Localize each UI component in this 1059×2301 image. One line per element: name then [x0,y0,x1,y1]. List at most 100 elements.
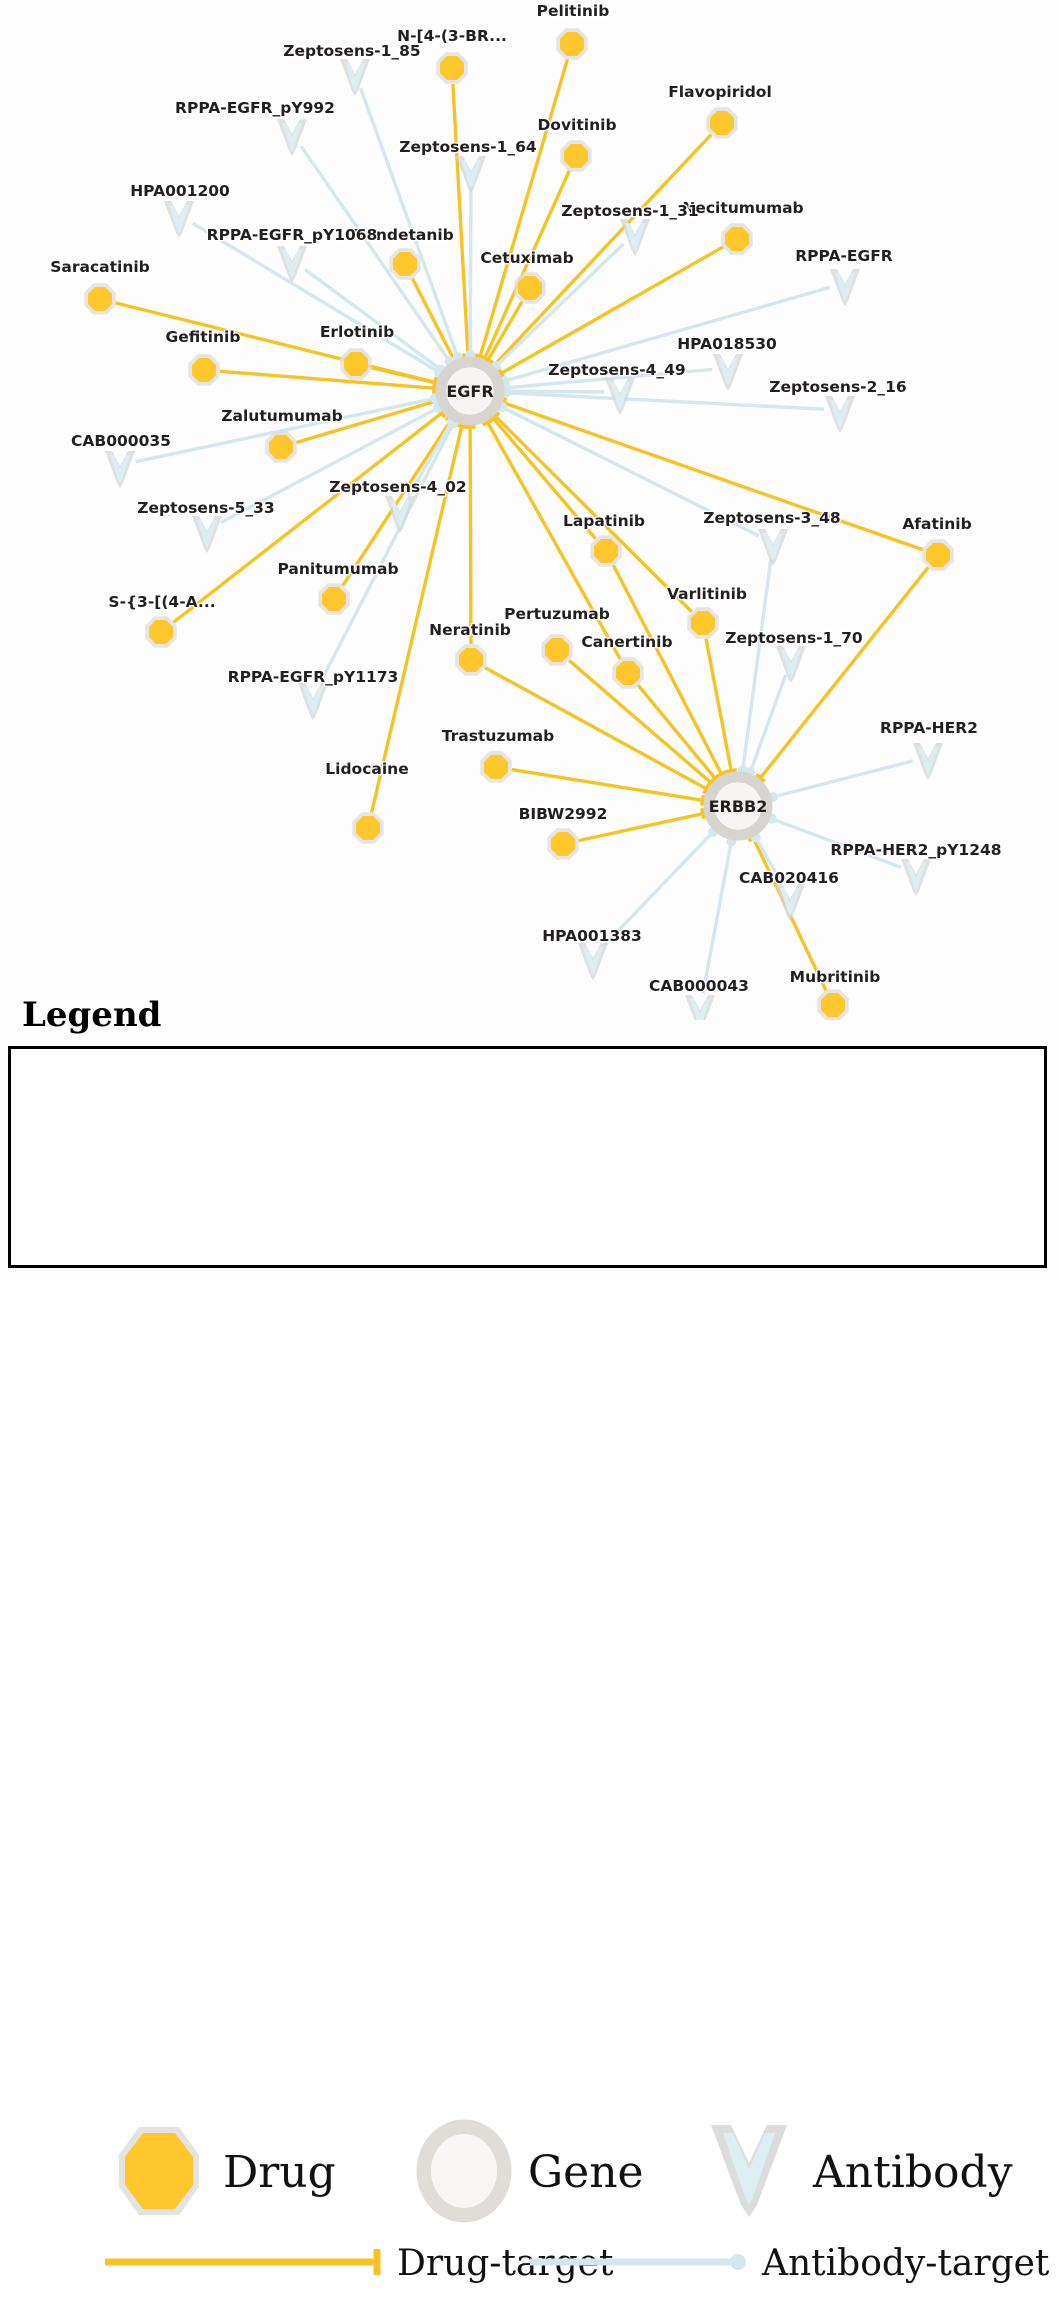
drug-node[interactable] [541,634,572,665]
drug-node-label: Canertinib [581,633,672,651]
antibody-node[interactable] [713,354,743,391]
drug-node[interactable] [612,657,643,688]
edge-drug [453,84,468,355]
drug-node[interactable] [687,607,718,638]
drug-node-label: Gefitinib [166,328,241,346]
antibody-node-label: RPPA-EGFR_pY992 [175,99,335,117]
antibody-node[interactable] [620,219,650,256]
edge-antibody [703,841,731,993]
antibody-icon [701,2119,797,2227]
legend-box: Drug Gene Antibody [8,1046,1047,1268]
drug-node-label: Afatinib [902,515,971,533]
edge-drug-tbar [702,795,704,806]
gene-icon [416,2119,512,2227]
drug-node[interactable] [721,223,752,254]
drug-node-label: Lidocaine [325,760,408,778]
legend-label-antibody: Antibody [813,2151,1013,2195]
antibody-node[interactable] [340,59,370,96]
drug-node-label: Dovitinib [537,116,616,134]
drug-node[interactable] [547,828,578,859]
edge-drug-tbar [702,808,704,819]
antibody-node[interactable] [758,529,788,566]
antibody-node-label: Zeptosens-1_64 [399,138,537,156]
edge-antibody [773,761,913,797]
antibody-node[interactable] [685,995,715,1020]
drug-node[interactable] [455,644,486,675]
antibody-node[interactable] [298,683,328,720]
edge-antibody [360,88,457,357]
edge-drug-tbar [726,770,737,772]
drug-node[interactable] [145,616,176,647]
antibody-node-label: RPPA-HER2_pY1248 [830,841,1001,859]
drug-node-label: Saracatinib [50,258,150,276]
drug-node-label: Pertuzumab [504,605,610,623]
antibody-node[interactable] [776,646,806,683]
drug-node[interactable] [265,431,296,462]
legend-item-antibody-target: Antibody-target [526,2245,1049,2283]
antibody-node-label: Zeptosens-4_49 [548,361,685,379]
edge-drug [512,770,703,801]
drug-target-edge-icon [101,2245,391,2283]
network-graph[interactable]: PelitinibN-[4-(3-BR...FlavopiridolDoviti… [0,0,1059,1020]
edge-drug [470,427,471,644]
drug-node[interactable] [817,989,848,1020]
drug-node-label: Zalutumumab [221,407,342,425]
drug-node[interactable] [84,283,115,314]
antibody-node-label: RPPA-EGFR [795,247,893,265]
edge-drug [372,368,435,383]
legend-node-row: Drug Gene Antibody [11,2109,1050,2229]
drug-node[interactable] [556,28,587,59]
drug-node-label: S-{3-[(4-A... [108,593,215,611]
antibody-node[interactable] [825,396,855,433]
drug-node[interactable] [590,535,621,566]
drug-node-label: Cetuximab [480,249,573,267]
antibody-node[interactable] [913,743,943,780]
drug-node[interactable] [480,751,511,782]
drug-node[interactable] [514,272,545,303]
drug-node[interactable] [436,52,467,83]
antibody-node[interactable] [192,516,222,553]
legend-edge-row: Drug-target Antibody-target [11,2245,1050,2301]
drug-node[interactable] [560,140,591,171]
edge-antibody [750,675,785,772]
antibody-node-label: RPPA-EGFR_pY1173 [228,668,399,686]
antibody-target-edge-icon [526,2245,756,2283]
antibody-node[interactable] [164,201,194,238]
edge-antibody [470,186,471,355]
drug-node[interactable] [188,354,219,385]
antibody-node-label: CAB000035 [71,432,171,450]
drug-node[interactable] [340,348,371,379]
drug-icon [111,2119,207,2227]
drug-node-label: BIBW2992 [519,805,608,823]
antibody-node-label: HPA001383 [542,927,642,945]
label-layer: PelitinibN-[4-(3-BR...FlavopiridolDoviti… [50,2,1001,995]
antibody-node-label: Zeptosens-5_33 [137,499,274,517]
drug-node[interactable] [318,583,349,614]
antibody-node-label: Zeptosens-2_16 [769,378,906,396]
drug-node-label: Trastuzumab [442,727,554,745]
antibody-node[interactable] [775,884,805,921]
legend-label-gene: Gene [528,2151,644,2195]
drug-node[interactable] [706,107,737,138]
antibody-node[interactable] [456,156,486,193]
drug-node-label: Panitumumab [277,560,398,578]
drug-node-label: Pelitinib [537,2,610,20]
drug-node[interactable] [352,812,383,843]
drug-node-label: Neratinib [429,621,511,639]
legend-item-gene: Gene [416,2119,644,2227]
antibody-node-label: CAB000043 [649,977,749,995]
legend-title: Legend [22,995,161,1035]
antibody-node[interactable] [578,943,608,980]
antibody-node-label: Zeptosens-1_85 [283,42,420,60]
drug-node[interactable] [922,539,953,570]
drug-node-label: Lapatinib [563,512,645,530]
antibody-node[interactable] [901,859,931,896]
antibody-node[interactable] [105,451,135,488]
antibody-node-label: HPA001200 [130,182,230,200]
antibody-node-label: Zeptosens-4_02 [329,478,466,496]
drug-node[interactable] [389,248,420,279]
drug-node-label: Necitumumab [682,199,803,217]
antibody-node[interactable] [830,269,860,306]
legend-item-drug: Drug [111,2119,336,2227]
